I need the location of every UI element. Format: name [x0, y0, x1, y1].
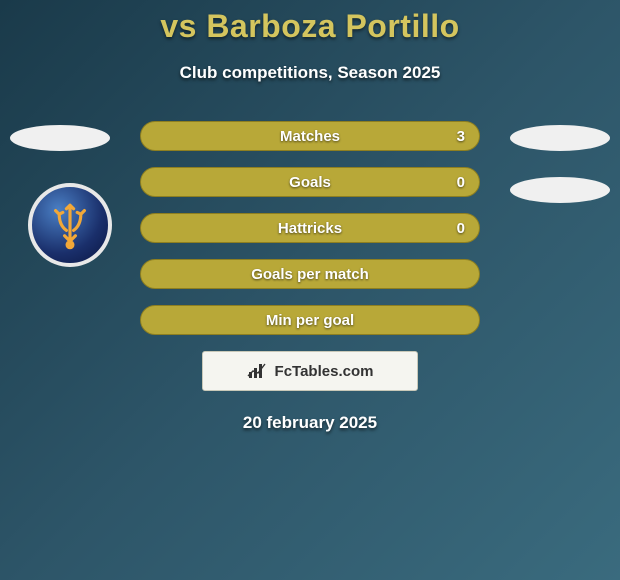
stat-bar-matches: Matches 3 — [140, 121, 480, 151]
brand-label: FcTables.com — [275, 363, 374, 380]
player-photo-placeholder-right-2 — [510, 177, 610, 203]
page-subtitle: Club competitions, Season 2025 — [0, 63, 620, 83]
player-photo-placeholder-right-1 — [510, 125, 610, 151]
stat-bar-min-per-goal: Min per goal — [140, 305, 480, 335]
club-badge — [28, 183, 112, 267]
trident-icon — [43, 198, 97, 252]
stat-label: Min per goal — [266, 312, 354, 329]
stat-bar-goals: Goals 0 — [140, 167, 480, 197]
stat-label: Goals per match — [251, 266, 369, 283]
stat-label: Matches — [280, 128, 340, 145]
stat-value: 3 — [457, 128, 465, 145]
stat-bar-hattricks: Hattricks 0 — [140, 213, 480, 243]
stat-label: Hattricks — [278, 220, 342, 237]
player-photo-placeholder-left — [10, 125, 110, 151]
stats-bars: Matches 3 Goals 0 Hattricks 0 Goals per … — [140, 121, 480, 335]
date-label: 20 february 2025 — [0, 413, 620, 433]
brand-box[interactable]: FcTables.com — [202, 351, 418, 391]
stat-value: 0 — [457, 220, 465, 237]
stat-label: Goals — [289, 174, 331, 191]
content-area: Matches 3 Goals 0 Hattricks 0 Goals per … — [0, 121, 620, 433]
bar-chart-icon — [247, 362, 269, 380]
stat-value: 0 — [457, 174, 465, 191]
stat-bar-goals-per-match: Goals per match — [140, 259, 480, 289]
page-title: vs Barboza Portillo — [0, 0, 620, 45]
